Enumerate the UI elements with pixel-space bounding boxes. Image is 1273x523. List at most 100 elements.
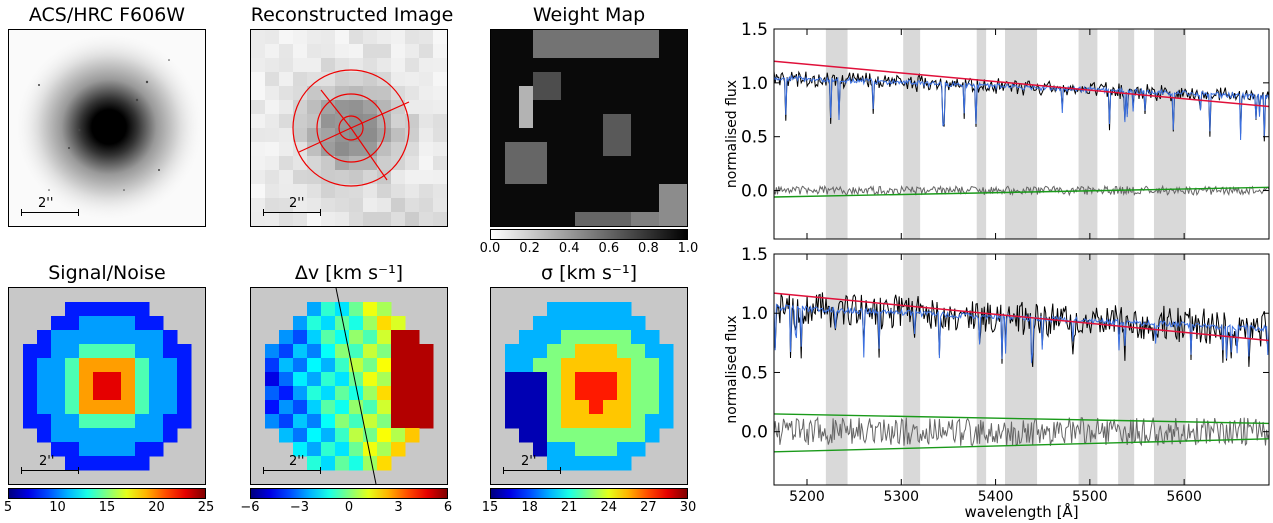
sn-pixel [149, 386, 164, 401]
recon-pixel [307, 184, 322, 199]
dv-colorbar-tick-label: 6 [443, 500, 453, 515]
plot-frame [773, 28, 1270, 240]
dv-pixel [335, 386, 350, 401]
sigma-pixel [533, 386, 548, 401]
recon-pixel [363, 86, 378, 101]
dv-pixel [293, 414, 308, 429]
title-reconstructed: Reconstructed Image [250, 4, 454, 26]
dv-pixel [405, 330, 420, 345]
recon-pixel [433, 114, 447, 129]
recon-pixel [307, 86, 322, 101]
sn-pixel [177, 344, 192, 359]
recon-pixel [363, 72, 378, 87]
sn-pixel [93, 428, 108, 443]
sigma-pixel [589, 372, 604, 387]
recon-pixel [433, 86, 447, 101]
sigma-pixel [589, 344, 604, 359]
sigma-pixel [547, 330, 562, 345]
sn-pixel [65, 302, 80, 317]
sn-pixel [51, 400, 66, 415]
sn-pixel [163, 372, 178, 387]
dv-pixel [293, 316, 308, 331]
sn-colorbar [8, 488, 206, 499]
recon-pixel [307, 142, 322, 157]
sn-colorbar-tick-label: 5 [3, 500, 13, 515]
recon-pixel [349, 44, 364, 59]
sigma-colorbar [490, 488, 688, 499]
sn-pixel [107, 316, 122, 331]
reconstructed-image-panel: 2'' [250, 29, 448, 227]
sigma-pixel [561, 344, 576, 359]
sigma-pixel [617, 344, 632, 359]
recon-pixel [433, 72, 447, 87]
dv-pixel [405, 344, 420, 359]
sn-pixel [65, 386, 80, 401]
dv-pixel [307, 344, 322, 359]
dv-pixel [349, 316, 364, 331]
sn-pixel-map [23, 302, 192, 471]
dv-pixel [321, 386, 336, 401]
dv-pixel [335, 302, 350, 317]
recon-pixel [419, 142, 434, 157]
sn-pixel [51, 330, 66, 345]
dv-pixel [349, 414, 364, 429]
sigma-pixel [589, 358, 604, 373]
masked-region [1078, 254, 1098, 485]
dv-pixel [307, 428, 322, 443]
y-tick-label: 0.5 [741, 128, 768, 148]
recon-pixel [335, 44, 350, 59]
sigma-pixel [589, 442, 604, 457]
dv-pixel [419, 344, 434, 359]
recon-pixel [293, 128, 308, 143]
sigma-pixel [645, 372, 660, 387]
recon-pixel [293, 156, 308, 171]
dv-colorbar-tick-label: −6 [240, 500, 260, 515]
dv-pixel [419, 400, 434, 415]
sigma-pixel [631, 316, 646, 331]
sigma-pixel [603, 372, 618, 387]
sn-pixel [163, 330, 178, 345]
sigma-pixel [603, 428, 618, 443]
sn-pixel [107, 344, 122, 359]
sn-pixel [93, 316, 108, 331]
dv-pixel [377, 372, 392, 387]
sigma-pixel [589, 400, 604, 415]
title-signal-noise: Signal/Noise [48, 262, 166, 284]
recon-pixel [293, 30, 308, 45]
sn-pixel [107, 400, 122, 415]
dv-pixel [279, 386, 294, 401]
title-weight-map: Weight Map [532, 4, 646, 26]
sn-pixel [163, 400, 178, 415]
weight-map-panel [490, 29, 688, 227]
sigma-pixel [659, 358, 674, 373]
sn-pixel [65, 330, 80, 345]
sn-map-panel: 2'' [8, 287, 206, 485]
residual-trend-line [773, 413, 1270, 425]
recon-pixel [279, 72, 294, 87]
dv-pixel [321, 428, 336, 443]
dv-pixel [363, 302, 378, 317]
recon-pixel [307, 198, 322, 213]
dv-pixel [265, 358, 280, 373]
x-tick-label: 5200 [789, 489, 825, 505]
recon-pixel [419, 212, 434, 226]
dv-pixel [265, 400, 280, 415]
sn-pixel [51, 414, 66, 429]
sn-pixel [121, 428, 136, 443]
sigma-pixel [659, 372, 674, 387]
sigma-pixel [631, 414, 646, 429]
sigma-pixel [603, 456, 618, 471]
sigma-pixel [519, 386, 534, 401]
sigma-pixel [631, 358, 646, 373]
recon-pixel [265, 198, 280, 213]
sn-pixel [79, 414, 94, 429]
sigma-pixel [547, 302, 562, 317]
sn-pixel [79, 358, 94, 373]
dv-pixel [307, 302, 322, 317]
masked-region [1005, 29, 1038, 239]
sn-pixel [121, 302, 136, 317]
sn-pixel [79, 316, 94, 331]
dv-pixel [307, 316, 322, 331]
sigma-pixel [533, 372, 548, 387]
sigma-pixel [575, 330, 590, 345]
